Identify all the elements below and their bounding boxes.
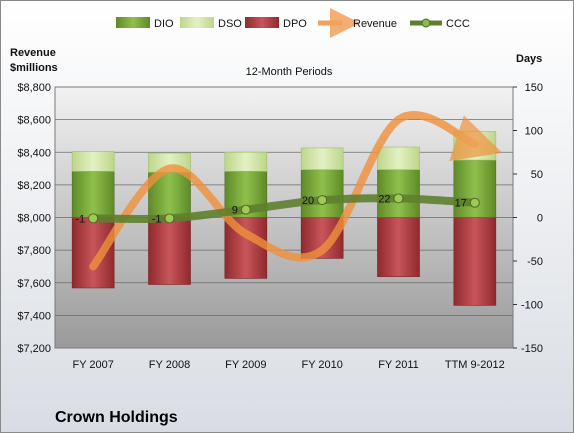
left-axis-label-line1: Revenue <box>10 47 56 59</box>
category-label: FY 2011 <box>378 359 419 371</box>
right-tick-label: -50 <box>527 256 543 268</box>
ccc-value-label: -1 <box>75 213 85 225</box>
bar-dpo <box>453 217 497 306</box>
ccc-line <box>89 194 479 224</box>
left-axis-label-line2: $millions <box>10 62 58 74</box>
bar-dso <box>71 151 115 172</box>
category-label: TTM 9-2012 <box>445 359 505 371</box>
legend-item-dso: DSO <box>180 17 242 30</box>
ccc-series: -1 -1 9 20 22 17 <box>75 193 480 225</box>
category-label: FY 2008 <box>149 359 190 371</box>
left-tick-label: $8,600 <box>17 115 51 127</box>
left-tick-label: $7,600 <box>17 278 51 290</box>
company-name: Crown Holdings <box>55 409 178 426</box>
bar-dso <box>224 151 268 172</box>
ccc-value-label: 9 <box>232 205 238 217</box>
left-tick-label: $8,000 <box>17 213 51 225</box>
right-tick-label: 0 <box>537 213 543 225</box>
legend-swatch-dpo <box>245 17 279 28</box>
legend-item-ccc: CCC <box>410 18 470 30</box>
legend-label-dio: DIO <box>154 18 174 30</box>
legend-label-dso: DSO <box>218 18 242 30</box>
right-tick-label: -100 <box>521 300 543 312</box>
bar-dpo <box>148 217 191 285</box>
revenue-line <box>89 111 503 271</box>
right-tick-label: 50 <box>531 169 543 181</box>
ccc-value-label: 22 <box>378 193 390 205</box>
legend: DIO DSO DPO Revenue CCC <box>116 8 470 38</box>
left-tick-label: $7,400 <box>17 310 51 322</box>
left-tick-label: $8,800 <box>17 82 51 94</box>
bar-dpo <box>71 217 115 289</box>
bar-dso <box>300 147 344 170</box>
right-axis: -150 -100 -50 0 50 100 150 <box>513 82 543 355</box>
category-label: FY 2010 <box>301 359 342 371</box>
legend-marker-ccc <box>421 18 431 28</box>
ccc-value-label: -1 <box>152 213 162 225</box>
left-axis: $7,200 $7,400 $7,600 $7,800 $8,000 $8,200 $8,4… <box>17 82 51 355</box>
chart-subtitle: 12-Month Periods <box>246 66 333 78</box>
legend-swatch-dso <box>180 17 214 28</box>
legend-item-revenue: Revenue <box>318 8 397 38</box>
revenue-series <box>89 111 503 271</box>
right-tick-label: 100 <box>525 126 543 138</box>
legend-label-ccc: CCC <box>446 18 470 30</box>
ccc-point <box>317 195 328 206</box>
ccc-point <box>393 193 404 204</box>
left-tick-label: $8,400 <box>17 147 51 159</box>
left-tick-label: $8,200 <box>17 180 51 192</box>
category-label: FY 2009 <box>225 359 266 371</box>
category-label: FY 2007 <box>72 359 113 371</box>
ccc-point <box>240 204 251 215</box>
ccc-value-label: 20 <box>302 195 314 207</box>
legend-label-revenue: Revenue <box>353 18 397 30</box>
legend-swatch-dio <box>116 17 150 28</box>
bar-dpo <box>377 217 420 277</box>
bar-dio <box>300 169 344 218</box>
bar-dio <box>453 159 497 218</box>
bar-dio <box>71 171 115 218</box>
right-tick-label: 150 <box>525 82 543 94</box>
ccc-value-label: 17 <box>455 198 467 210</box>
left-tick-label: $7,200 <box>17 343 51 355</box>
bar-dso <box>377 146 420 170</box>
legend-label-dpo: DPO <box>283 18 307 30</box>
left-tick-label: $7,800 <box>17 245 51 257</box>
ccc-point <box>88 213 99 224</box>
legend-item-dpo: DPO <box>245 17 307 30</box>
right-axis-label: Days <box>516 53 542 65</box>
x-axis: FY 2007 FY 2008 FY 2009 FY 2010 FY 2011 TTM 9… <box>72 359 504 371</box>
right-tick-label: -150 <box>521 343 543 355</box>
ccc-point <box>469 197 480 208</box>
legend-item-dio: DIO <box>116 17 174 30</box>
ccc-point <box>164 213 175 224</box>
